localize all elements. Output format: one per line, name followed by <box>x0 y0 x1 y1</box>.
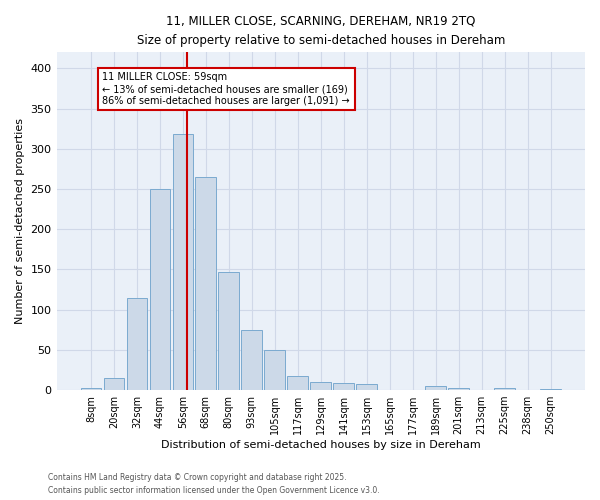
Bar <box>80 388 101 390</box>
Bar <box>425 386 446 390</box>
Bar <box>196 177 216 390</box>
Bar <box>149 189 170 390</box>
Bar <box>265 350 285 390</box>
Bar <box>356 384 377 390</box>
Bar <box>494 388 515 390</box>
Bar <box>127 298 147 390</box>
Bar <box>310 382 331 390</box>
Text: Contains HM Land Registry data © Crown copyright and database right 2025.
Contai: Contains HM Land Registry data © Crown c… <box>48 474 380 495</box>
Bar <box>287 376 308 390</box>
Bar <box>173 134 193 390</box>
Bar <box>218 272 239 390</box>
Y-axis label: Number of semi-detached properties: Number of semi-detached properties <box>15 118 25 324</box>
X-axis label: Distribution of semi-detached houses by size in Dereham: Distribution of semi-detached houses by … <box>161 440 481 450</box>
Text: 11 MILLER CLOSE: 59sqm
← 13% of semi-detached houses are smaller (169)
86% of se: 11 MILLER CLOSE: 59sqm ← 13% of semi-det… <box>103 72 350 106</box>
Bar <box>448 388 469 390</box>
Bar <box>241 330 262 390</box>
Title: 11, MILLER CLOSE, SCARNING, DEREHAM, NR19 2TQ
Size of property relative to semi-: 11, MILLER CLOSE, SCARNING, DEREHAM, NR1… <box>137 15 505 47</box>
Bar <box>334 383 354 390</box>
Bar <box>104 378 124 390</box>
